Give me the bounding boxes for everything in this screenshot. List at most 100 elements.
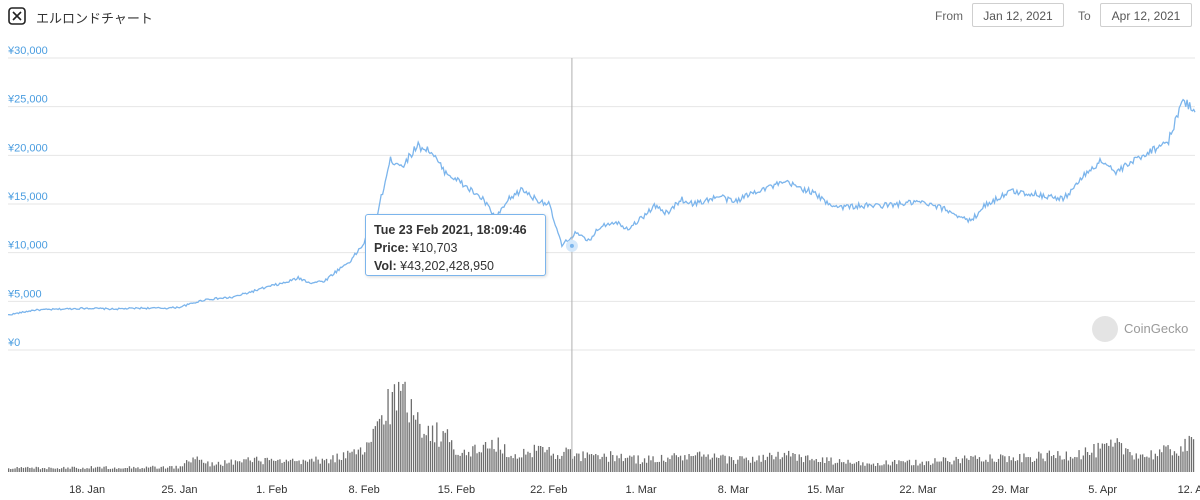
- volume-bar: [781, 457, 783, 472]
- volume-bar: [1048, 450, 1050, 472]
- volume-bar: [1010, 460, 1012, 472]
- volume-bar: [542, 447, 544, 472]
- volume-bar: [294, 461, 296, 472]
- volume-bar: [325, 458, 328, 472]
- volume-bar: [930, 464, 932, 472]
- volume-bar: [675, 455, 677, 472]
- volume-bar: [879, 465, 881, 472]
- volume-bar: [571, 458, 574, 472]
- volume-bar: [978, 457, 981, 472]
- volume-bar: [239, 461, 241, 472]
- volume-bar: [1097, 442, 1099, 472]
- volume-bar: [516, 458, 518, 472]
- volume-bar: [73, 466, 75, 472]
- volume-bar: [150, 466, 152, 472]
- volume-bar: [1106, 443, 1108, 472]
- volume-bar: [446, 429, 449, 472]
- volume-bar: [709, 459, 711, 472]
- volume-bar: [679, 455, 682, 472]
- volume-bar: [626, 457, 629, 472]
- to-date-input[interactable]: Apr 12, 2021: [1100, 3, 1192, 27]
- volume-bar: [111, 468, 114, 472]
- volume-bar: [203, 462, 205, 472]
- volume-bar: [190, 462, 192, 472]
- volume-bar: [546, 449, 548, 472]
- volume-bar: [754, 461, 756, 472]
- volume-bar: [991, 458, 993, 472]
- volume-bar: [1184, 438, 1186, 472]
- volume-bar: [67, 467, 69, 472]
- volume-bar: [298, 460, 300, 472]
- volume-bar: [1159, 449, 1161, 472]
- volume-bar: [215, 464, 217, 472]
- volume-bar: [46, 469, 48, 472]
- volume-bar: [506, 457, 508, 472]
- volume-bar: [1019, 454, 1021, 472]
- volume-bar: [989, 454, 991, 472]
- volume-bar: [800, 457, 802, 472]
- volume-bar: [342, 452, 345, 472]
- volume-bar: [752, 456, 754, 472]
- volume-bar: [586, 452, 588, 472]
- volume-bar: [497, 437, 499, 472]
- volume-bar: [442, 431, 444, 472]
- volume-bar: [1095, 457, 1097, 472]
- volume-bar: [599, 459, 601, 472]
- x-tick-label: 25. Jan: [161, 484, 197, 496]
- volume-bar: [328, 463, 330, 472]
- volume-bar: [491, 439, 493, 472]
- volume-bar: [1067, 460, 1070, 472]
- from-label: From: [935, 9, 963, 23]
- volume-bar: [1002, 455, 1004, 472]
- volume-bar: [1192, 439, 1195, 472]
- volume-bar: [1008, 456, 1010, 472]
- volume-bar: [618, 458, 620, 472]
- volume-bar: [423, 433, 425, 472]
- volume-bar: [188, 461, 190, 472]
- volume-bar: [362, 454, 364, 472]
- volume-bar: [192, 457, 194, 472]
- volume-bar: [270, 458, 273, 472]
- volume-bar: [368, 442, 370, 472]
- price-line: [7, 98, 1196, 316]
- volume-bar: [1065, 451, 1067, 472]
- volume-bar: [915, 459, 917, 472]
- volume-bar: [1044, 461, 1046, 472]
- volume-bar: [1150, 450, 1152, 472]
- volume-bar: [169, 466, 171, 472]
- volume-bar: [273, 460, 275, 472]
- volume-bar: [701, 456, 703, 472]
- volume-bar: [972, 456, 974, 472]
- hover-point: [565, 239, 578, 252]
- volume-bar: [853, 463, 855, 472]
- volume-bar: [147, 467, 150, 472]
- tooltip-vol-value: ¥43,202,428,950: [400, 259, 495, 273]
- volume-bar: [925, 461, 928, 472]
- volume-bar: [283, 461, 285, 472]
- tooltip-date: Tue 23 Feb 2021, 18:09:46: [374, 223, 527, 237]
- volume-bar: [438, 446, 440, 472]
- volume-bar: [1069, 456, 1072, 472]
- volume-bar: [404, 381, 406, 472]
- volume-bar: [315, 456, 317, 472]
- x-tick-label: 22. Feb: [530, 484, 567, 496]
- volume-bar: [951, 464, 953, 472]
- volume-bar: [650, 460, 652, 472]
- from-date-input[interactable]: Jan 12, 2021: [972, 3, 1064, 27]
- volume-bar: [940, 461, 942, 472]
- volume-bar: [997, 458, 1000, 472]
- volume-bar: [1042, 458, 1044, 472]
- volume-bar: [773, 459, 775, 472]
- volume-bar: [612, 455, 614, 472]
- volume-bar: [646, 462, 648, 472]
- volume-bar: [313, 461, 315, 472]
- volume-bar: [476, 453, 478, 472]
- volume-bar: [601, 456, 603, 472]
- volume-bar: [31, 467, 33, 472]
- volume-bar: [870, 464, 872, 472]
- volume-bar: [671, 455, 673, 472]
- volume-bar: [769, 452, 771, 472]
- volume-bar: [1122, 454, 1125, 472]
- volume-bar: [364, 452, 366, 472]
